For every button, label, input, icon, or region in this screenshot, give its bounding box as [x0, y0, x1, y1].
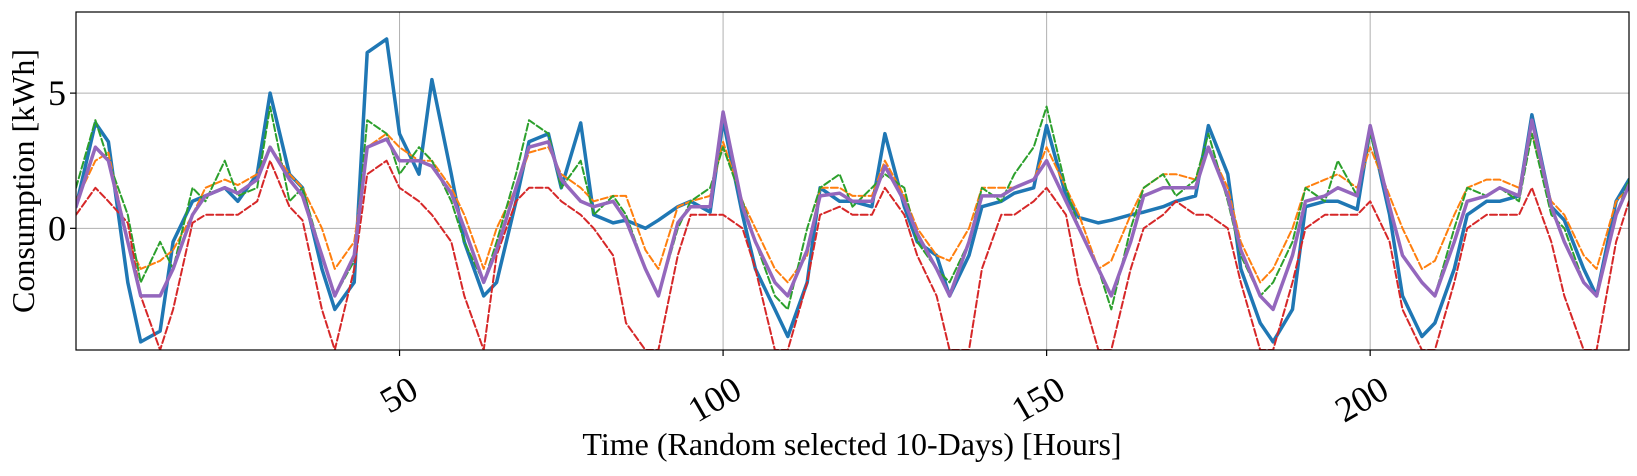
plot-frame	[75, 11, 1630, 351]
x-axis-label: Time (Random selected 10-Days) [Hours]	[582, 426, 1121, 462]
x-tick-label: 100	[681, 368, 748, 430]
y-tick-label: 0	[48, 208, 66, 248]
y-tick-label: 5	[48, 73, 66, 113]
series-line-4	[76, 159, 1629, 350]
x-tick-label: 200	[1328, 368, 1395, 430]
x-tick-label: 150	[1005, 368, 1072, 430]
plot-area	[76, 12, 1629, 350]
series-line-2	[76, 132, 1629, 284]
x-tick-label: 50	[373, 368, 424, 421]
y-axis-label: Consumption [kWh]	[5, 49, 41, 313]
series-line-5	[76, 110, 1629, 312]
